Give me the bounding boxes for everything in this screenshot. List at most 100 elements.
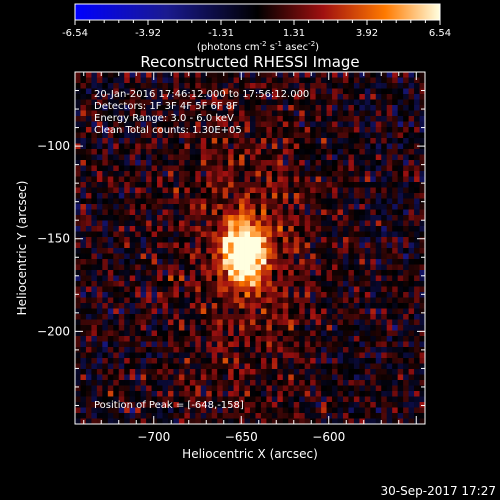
heatmap-cell <box>146 176 152 183</box>
heatmap-cell <box>255 270 262 276</box>
heatmap-cell <box>178 187 185 194</box>
heatmap-cell <box>102 94 109 100</box>
heatmap-cell <box>277 418 284 424</box>
heatmap-cell <box>392 226 399 232</box>
heatmap-cell <box>266 242 273 249</box>
heatmap-cell <box>288 154 295 161</box>
heatmap-cell <box>255 264 262 271</box>
heatmap-cell <box>96 308 103 315</box>
heatmap-cell <box>211 319 218 326</box>
heatmap-cell <box>167 160 174 166</box>
heatmap-cell <box>233 182 240 188</box>
heatmap-cell <box>392 99 399 106</box>
heatmap-cell <box>85 358 92 364</box>
heatmap-cell <box>392 396 399 403</box>
heatmap-cell <box>348 193 355 199</box>
heatmap-cell <box>353 99 360 106</box>
heatmap-cell <box>75 171 81 177</box>
heatmap-cell <box>151 407 158 414</box>
heatmap-cell <box>118 77 125 84</box>
heatmap-cell <box>392 374 399 381</box>
heatmap-cell <box>217 396 224 403</box>
heatmap-cell <box>386 292 393 298</box>
heatmap-cell <box>403 248 409 254</box>
heatmap-cell <box>304 374 311 381</box>
heatmap-cell <box>321 407 327 414</box>
heatmap-cell <box>244 182 251 188</box>
heatmap-cell <box>140 363 147 370</box>
heatmap-cell <box>195 193 202 199</box>
heatmap-cell <box>419 226 425 232</box>
heatmap-cell <box>146 105 152 111</box>
heatmap-cell <box>173 292 180 298</box>
heatmap-cell <box>184 292 191 298</box>
heatmap-cell <box>102 402 109 408</box>
heatmap-cell <box>386 138 393 144</box>
heatmap-cell <box>260 358 267 364</box>
heatmap-cell <box>107 72 114 78</box>
heatmap-cell <box>157 198 163 205</box>
heatmap-cell <box>211 413 218 419</box>
heatmap-cell <box>140 209 147 216</box>
heatmap-cell <box>75 226 81 232</box>
heatmap-cell <box>189 77 196 84</box>
heatmap-cell <box>353 407 360 414</box>
heatmap-cell <box>381 396 388 403</box>
heatmap-cell <box>332 204 338 210</box>
heatmap-cell <box>348 341 355 348</box>
heatmap-cell <box>353 369 360 375</box>
heatmap-cell <box>326 369 333 375</box>
heatmap-cell <box>244 336 251 342</box>
heatmap-cell <box>184 143 191 150</box>
heatmap-cell <box>129 413 136 419</box>
heatmap-cell <box>157 105 163 111</box>
heatmap-cell <box>239 138 245 144</box>
heatmap-cell <box>102 352 109 359</box>
heatmap-cell <box>146 171 152 177</box>
heatmap-cell <box>206 187 213 194</box>
heatmap-cell <box>370 369 377 375</box>
heatmap-cell <box>129 204 136 210</box>
heatmap-cell <box>91 319 98 326</box>
heatmap-cell <box>167 77 174 84</box>
heatmap-cell <box>211 303 218 309</box>
heatmap-cell <box>178 396 185 403</box>
heatmap-cell <box>326 182 333 188</box>
heatmap-cell <box>162 171 169 177</box>
heatmap-cell <box>321 160 327 166</box>
heatmap-cell <box>102 413 109 419</box>
heatmap-cell <box>113 132 120 139</box>
heatmap-cell <box>140 176 147 183</box>
heatmap-cell <box>200 319 207 326</box>
heatmap-cell <box>217 110 224 117</box>
heatmap-cell <box>113 226 120 232</box>
heatmap-cell <box>408 369 415 375</box>
colorbar-tick-label: 6.54 <box>429 28 451 39</box>
heatmap-cell <box>239 215 245 221</box>
heatmap-cell <box>173 330 180 337</box>
heatmap-cell <box>244 154 251 161</box>
heatmap-cell <box>167 231 174 238</box>
heatmap-cell <box>342 330 349 337</box>
heatmap-cell <box>146 198 152 205</box>
heatmap-cell <box>392 143 399 150</box>
heatmap-cell <box>321 176 327 183</box>
heatmap-cell <box>288 215 295 221</box>
heatmap-cell <box>135 160 142 166</box>
colorbar-tick-label: -6.54 <box>62 28 88 39</box>
heatmap-cell <box>91 314 98 320</box>
heatmap-cell <box>189 380 196 386</box>
heatmap-cell <box>146 127 152 133</box>
heatmap-cell <box>233 308 240 315</box>
heatmap-cell <box>288 363 295 370</box>
heatmap-cell <box>304 204 311 210</box>
heatmap-cell <box>91 209 98 216</box>
heatmap-cell <box>162 380 169 386</box>
heatmap-cell <box>408 402 415 408</box>
heatmap-cell <box>277 303 284 309</box>
heatmap-cell <box>200 237 207 243</box>
heatmap-cell <box>124 143 131 150</box>
heatmap-cell <box>211 358 218 364</box>
heatmap-cell <box>118 363 125 370</box>
heatmap-cell <box>206 176 213 183</box>
